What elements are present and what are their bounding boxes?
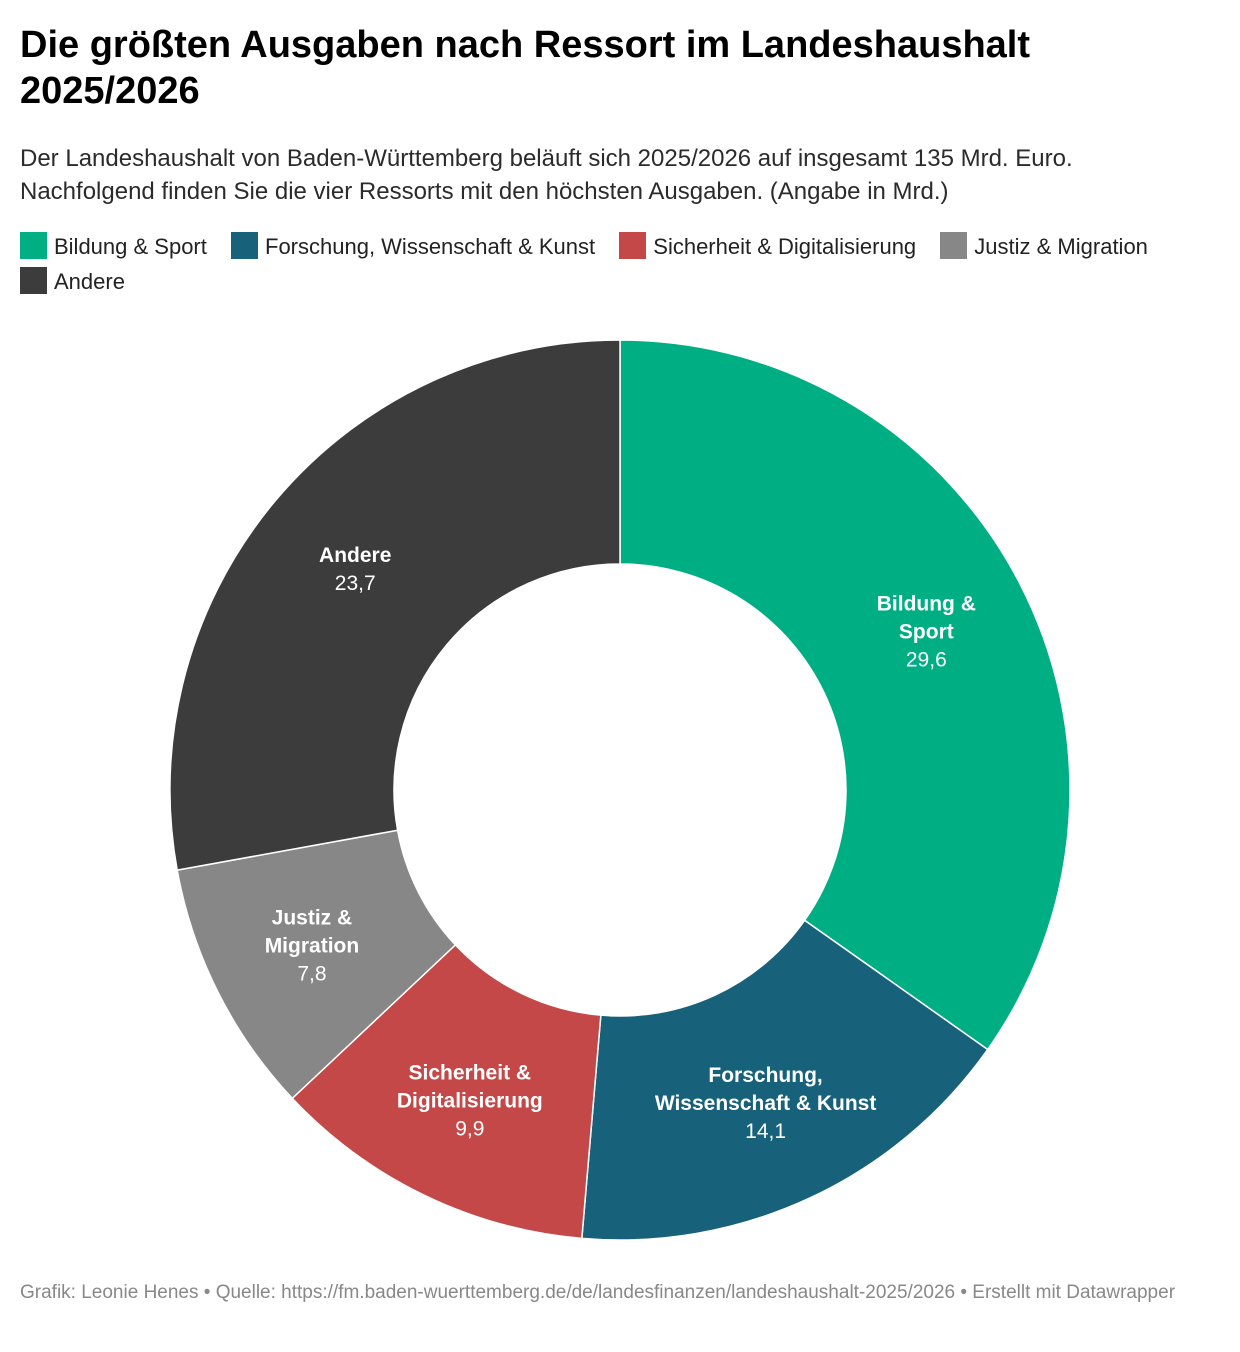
slice-label-forschung-wissenschaft-kunst: Forschung, Wissenschaft & Kunst 14,1	[655, 1064, 877, 1143]
slice-category-label: Forschung,	[708, 1064, 822, 1087]
legend-swatch	[20, 267, 47, 294]
slice-category-label: Sport	[899, 620, 954, 643]
slice-value-label: 9,9	[455, 1118, 484, 1141]
chart-title: Die größten Ausgaben nach Ressort im Lan…	[20, 24, 1031, 112]
slice-sicherheit-digitalisierung	[291, 943, 602, 1240]
slice-label-sicherheit-digitalisierung: Sicherheit & Digitalisierung 9,9	[397, 1062, 543, 1141]
slice-label-bildung-sport: Bildung & Sport 29,6	[877, 592, 976, 671]
donut-labels: Bildung & Sport 29,6 Forschung, Wissenschaft…	[265, 544, 976, 1143]
slice-value-label: 29,6	[906, 648, 947, 671]
legend-swatch	[231, 232, 258, 259]
slice-label-andere: Andere 23,7	[319, 544, 391, 595]
slice-category-label: Sicherheit &	[409, 1062, 532, 1085]
slice-value-label: 7,8	[297, 962, 326, 985]
legend-label: Forschung, Wissenschaft & Kunst	[265, 234, 596, 259]
donut-slices	[169, 339, 1071, 1241]
legend-swatch	[619, 232, 647, 259]
slice-label-justiz-migration: Justiz & Migration 7,8	[265, 906, 360, 985]
legend-swatch	[20, 232, 47, 259]
slice-value-label: 14,1	[745, 1120, 786, 1143]
chart-subtitle: Der Landeshaushalt von Baden-Württemberg…	[20, 145, 1073, 205]
slice-forschung-wissenschaft-kunst	[581, 919, 989, 1241]
legend-label: Sicherheit & Digitalisierung	[653, 234, 917, 259]
legend-item-forschung: Forschung, Wissenschaft & Kunst	[231, 229, 595, 264]
legend-label: Andere	[54, 269, 125, 294]
legend-item-sicherheit: Sicherheit & Digitalisierung	[619, 229, 916, 264]
slice-bildung-sport	[619, 339, 1071, 1051]
slice-category-label: Justiz &	[272, 906, 353, 929]
slice-category-label: Andere	[319, 544, 391, 567]
slice-category-label: Bildung &	[877, 592, 976, 615]
donut-chart: Bildung & Sport 29,6 Forschung, Wissenschaft…	[169, 339, 1071, 1241]
legend-item-andere: Andere	[20, 264, 125, 299]
slice-category-label: Digitalisierung	[397, 1090, 543, 1113]
slice-category-label: Migration	[265, 934, 360, 957]
slice-value-label: 23,7	[335, 572, 376, 595]
slice-category-label: Wissenschaft & Kunst	[655, 1092, 877, 1115]
legend-label: Bildung & Sport	[54, 234, 207, 259]
legend-item-bildung-sport: Bildung & Sport	[20, 229, 207, 264]
legend-label: Justiz & Migration	[974, 234, 1148, 259]
legend: Bildung & Sport Forschung, Wissenschaft …	[20, 229, 1170, 299]
source-footer: Grafik: Leonie Henes • Quelle: https://f…	[20, 1282, 1176, 1303]
legend-item-justiz: Justiz & Migration	[940, 229, 1148, 264]
slice-andere	[169, 339, 621, 872]
legend-swatch	[940, 232, 968, 259]
